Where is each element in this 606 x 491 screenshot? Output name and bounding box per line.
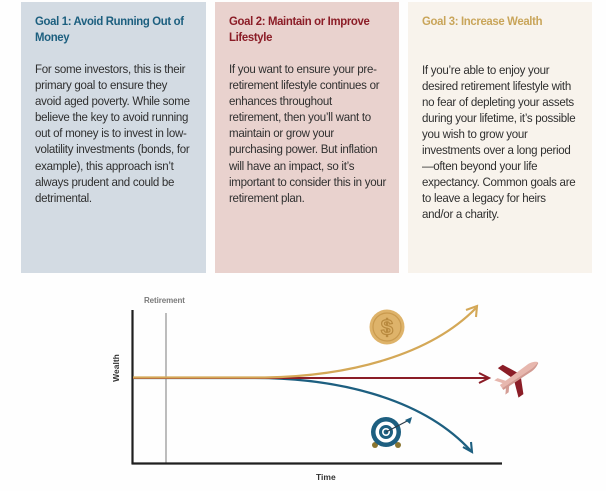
dollar-coin-icon: $ [369,309,405,345]
goal-1-panel: Goal 1: Avoid Running Out of Money For s… [21,2,206,273]
goal-2-title: Goal 2: Maintain or Improve Lifestyle [229,14,370,44]
goal-3-description: If you’re able to enjoy your desired ret… [422,62,576,222]
goal-1-title: Goal 1: Avoid Running Out of Money [35,14,184,44]
goal-2-description: If you want to ensure your pre-retiremen… [229,62,387,205]
decline-path [133,376,474,454]
x-axis-label: Time [316,472,336,482]
goal-3-panel: Goal 3: Increase Wealth If you’re able t… [408,2,592,273]
growth-path [133,304,479,379]
wealth-over-time-diagram: $ Retireme [0,280,606,491]
airplane-icon [494,361,539,398]
goal-2-panel: Goal 2: Maintain or Improve Lifestyle If… [215,2,399,273]
dollar-symbol: $ [381,315,393,340]
retirement-label: Retirement [144,296,185,305]
y-axis-label: Wealth [111,354,121,382]
goal-1-description: For some investors, this is their primar… [35,62,190,205]
diagram-canvas: $ [131,304,539,465]
target-icon [371,417,412,448]
goal-3-title: Goal 3: Increase Wealth [422,14,543,28]
